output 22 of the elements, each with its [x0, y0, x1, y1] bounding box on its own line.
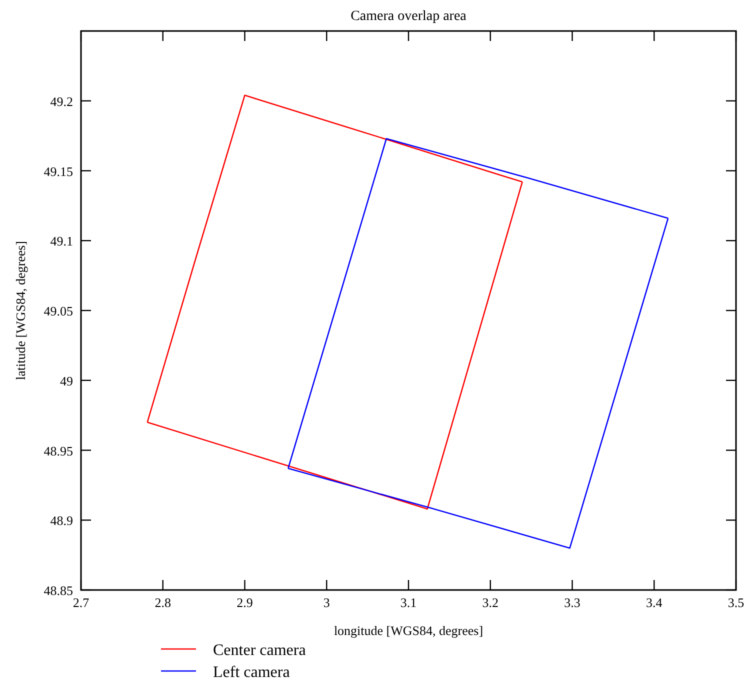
x-tick-label: 3 — [323, 595, 330, 610]
x-tick-label: 2.8 — [154, 595, 171, 610]
y-tick-label: 49.05 — [44, 304, 73, 318]
legend-label: Center camera — [213, 642, 306, 659]
y-tick-label: 49.2 — [50, 94, 73, 109]
x-tick-label: 3.2 — [482, 595, 498, 610]
x-tick-label: 3.3 — [564, 595, 580, 610]
y-tick-label: 48.85 — [44, 583, 73, 598]
x-tick-label: 3.4 — [646, 595, 663, 610]
x-tick-label: 2.9 — [236, 595, 253, 610]
y-tick-label: 48.9 — [50, 513, 73, 528]
y-tick-label: 49.15 — [44, 164, 73, 179]
x-tick-label: 3.1 — [400, 595, 417, 610]
y-tick-label: 48.95 — [44, 443, 73, 458]
y-tick-label: 49 — [60, 373, 73, 388]
legend-label: Left camera — [213, 664, 290, 681]
x-axis-title: longitude [WGS84, degrees] — [334, 623, 484, 638]
y-axis-title: latitude [WGS84, degrees] — [13, 241, 28, 380]
x-tick-label: 3.5 — [728, 595, 744, 610]
x-tick-label: 2.7 — [72, 595, 90, 610]
y-tick-label: 49.1 — [50, 234, 73, 249]
chart-title: Camera overlap area — [350, 9, 468, 24]
